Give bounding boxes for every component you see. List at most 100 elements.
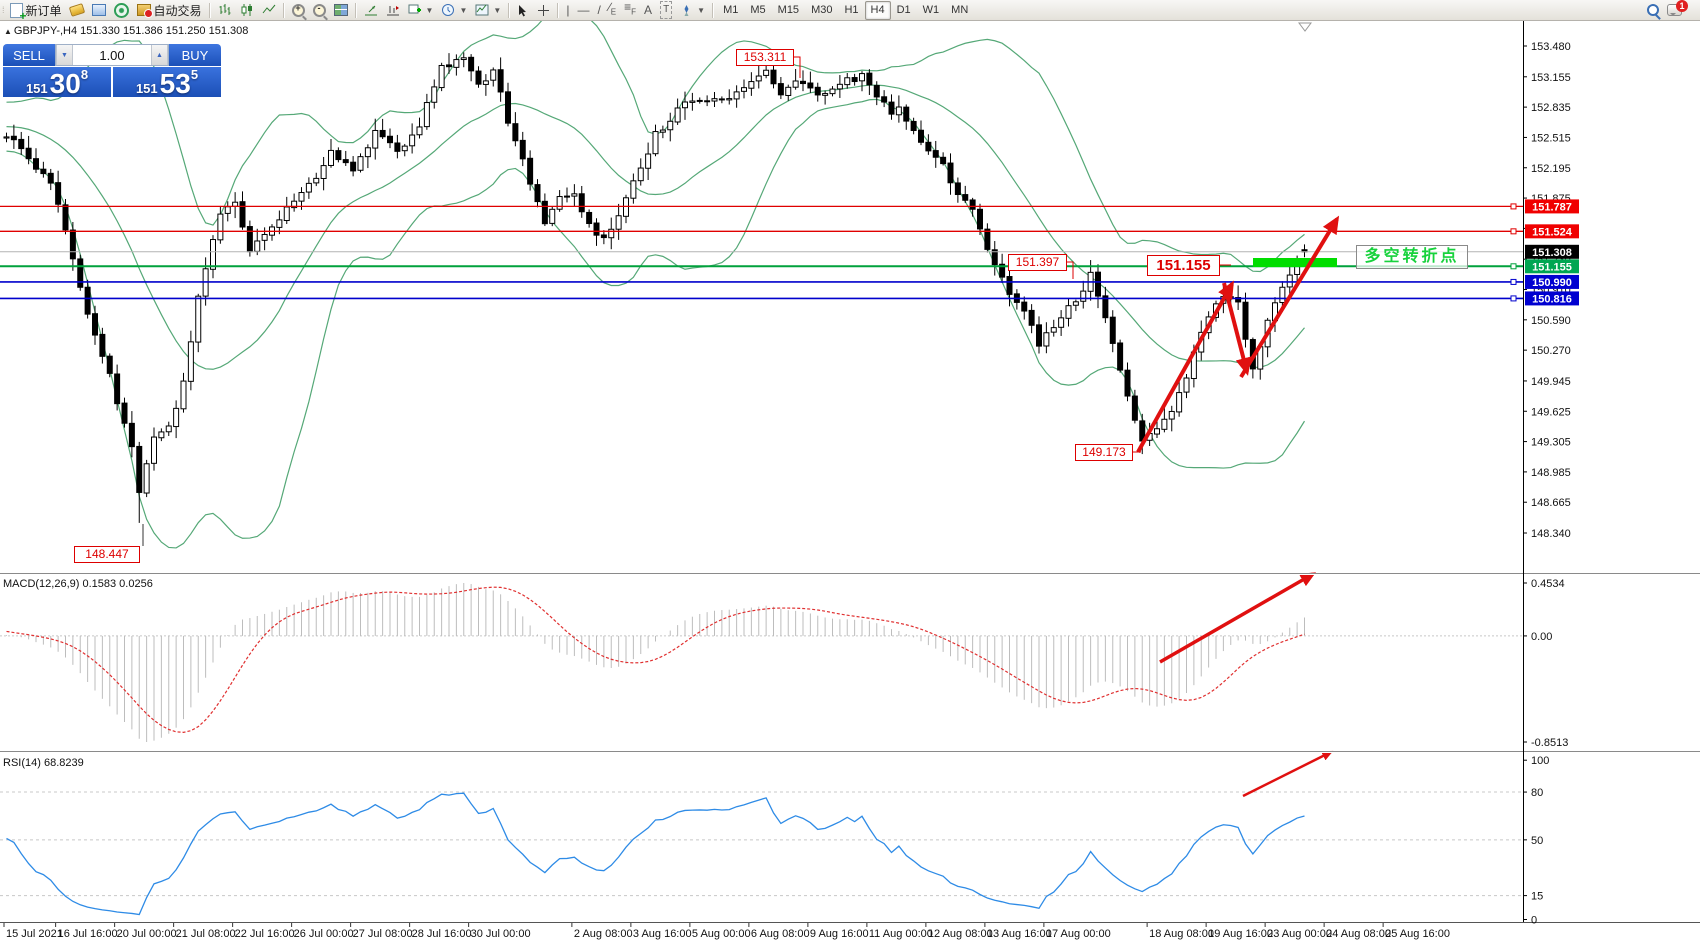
zoom-in-button[interactable]: + [288, 1, 309, 19]
separator [282, 2, 285, 18]
tf-w1[interactable]: W1 [922, 3, 940, 16]
hline-icon: — [577, 3, 590, 17]
channel-tool[interactable]: ∕E [605, 0, 620, 19]
svg-text:100: 100 [1531, 755, 1549, 767]
svg-text:152.835: 152.835 [1531, 102, 1571, 114]
vline-tool[interactable]: | [562, 1, 573, 19]
svg-text:30 Jul 00:00: 30 Jul 00:00 [471, 928, 531, 940]
chart-shift-button[interactable] [382, 1, 404, 19]
annotation-turning-point[interactable]: 多空转折点 [1356, 245, 1468, 269]
svg-text:6 Aug 08:00: 6 Aug 08:00 [751, 928, 810, 940]
market-watch-button[interactable] [88, 1, 110, 19]
new-chart-dropdown[interactable]: ▼ [404, 1, 438, 19]
new-order-label: 新订单 [25, 3, 62, 18]
svg-text:153.155: 153.155 [1531, 72, 1571, 84]
sell-button[interactable]: SELL [3, 44, 55, 66]
fibonacci-tool[interactable]: ≡F [620, 0, 640, 19]
candlestick-icon [241, 4, 252, 16]
tf-m1[interactable]: M1 [723, 3, 739, 16]
separator [712, 2, 715, 18]
svg-text:149.625: 149.625 [1531, 406, 1571, 418]
svg-text:13 Aug 16:00: 13 Aug 16:00 [987, 928, 1052, 940]
label-tool[interactable]: T [656, 1, 676, 19]
crosshair-tool[interactable] [533, 1, 554, 19]
template-dropdown[interactable]: ▼ [471, 1, 505, 19]
search-button[interactable] [1643, 1, 1663, 19]
cursor-icon [519, 4, 527, 16]
eraser-button[interactable] [66, 1, 88, 19]
svg-text:80: 80 [1531, 787, 1543, 799]
annotation-151397[interactable]: 151.397 [1008, 254, 1067, 271]
text-tool[interactable]: A [640, 1, 656, 19]
svg-text:152.515: 152.515 [1531, 132, 1571, 144]
svg-text:25 Aug 16:00: 25 Aug 16:00 [1385, 928, 1450, 940]
notifications-button[interactable]: 1 [1663, 0, 1688, 19]
tile-windows-icon [333, 4, 348, 16]
svg-text:-0.8513: -0.8513 [1531, 737, 1568, 749]
chat-bubble-icon: 1 [1667, 0, 1688, 16]
svg-text:9 Aug 16:00: 9 Aug 16:00 [810, 928, 869, 940]
clock-icon [442, 4, 455, 16]
tf-m30[interactable]: M30 [811, 3, 833, 16]
autotrade-button[interactable]: 自动交易 [133, 1, 206, 19]
shapes-dropdown[interactable]: ▼ [676, 1, 709, 19]
separator [557, 2, 560, 18]
new-chart-icon [408, 4, 421, 14]
svg-text:21 Jul 08:00: 21 Jul 08:00 [176, 928, 236, 940]
volume-up-button[interactable]: ▲ [151, 45, 168, 65]
dropdown-arrow-icon: ▼ [697, 5, 706, 15]
new-order-icon [9, 2, 27, 23]
svg-text:151.524: 151.524 [1532, 226, 1573, 238]
svg-text:2 Aug 08:00: 2 Aug 08:00 [574, 928, 633, 940]
buy-button[interactable]: BUY [169, 44, 221, 66]
buy-price[interactable]: 151 53 5 [113, 67, 221, 98]
volume-value[interactable]: 1.00 [99, 47, 125, 63]
tf-h1[interactable]: H1 [844, 3, 859, 16]
svg-text:18 Aug 08:00: 18 Aug 08:00 [1149, 928, 1214, 940]
svg-text:153.480: 153.480 [1531, 41, 1571, 53]
annotation-151155[interactable]: 151.155 [1147, 255, 1220, 276]
macd-label: MACD(12,26,9) 0.1583 0.0256 [3, 578, 153, 590]
tf-mn[interactable]: MN [951, 3, 969, 16]
line-chart-button[interactable] [258, 1, 280, 19]
svg-text:0.00: 0.00 [1531, 631, 1552, 643]
svg-text:149.305: 149.305 [1531, 437, 1571, 449]
text-icon: A [644, 3, 653, 17]
svg-text:12 Aug 08:00: 12 Aug 08:00 [928, 928, 993, 940]
dropdown-arrow-icon: ▼ [459, 5, 468, 15]
zoom-out-icon: - [312, 3, 326, 17]
svg-text:151.787: 151.787 [1532, 201, 1572, 213]
svg-text:149.945: 149.945 [1531, 376, 1571, 388]
crosshair-icon [538, 4, 550, 16]
annotation-153311[interactable]: 153.311 [736, 49, 794, 66]
tf-m5[interactable]: M5 [750, 3, 766, 16]
tf-h4[interactable]: H4 [864, 0, 891, 20]
annotation-149173[interactable]: 149.173 [1075, 444, 1133, 461]
hline-tool[interactable]: — [573, 1, 593, 19]
svg-text:50: 50 [1531, 835, 1543, 847]
tf-m15[interactable]: M15 [777, 3, 800, 16]
bar-chart-button[interactable] [214, 1, 236, 19]
symbol-ohlc-line: ▲ GBPJPY-,H4 151.330 151.386 151.250 151.… [4, 25, 249, 37]
period-dropdown[interactable]: ▼ [437, 1, 471, 19]
auto-scroll-button[interactable] [360, 1, 382, 19]
zoom-out-button[interactable]: - [309, 1, 330, 19]
volume-spinner: ▼ 1.00 ▲ [55, 44, 169, 66]
new-order-button[interactable]: 新订单 [6, 1, 66, 23]
svg-text:148.985: 148.985 [1531, 467, 1571, 479]
annotation-148447[interactable]: 148.447 [74, 546, 140, 563]
tf-d1[interactable]: D1 [896, 3, 911, 16]
window-icon [91, 4, 106, 16]
toolbar-grip[interactable]: ⁞ [2, 5, 4, 15]
sell-price[interactable]: 151 30 8 [3, 67, 111, 98]
trendline-tool[interactable]: / [593, 1, 604, 19]
candlestick-button[interactable] [236, 1, 258, 19]
chart-shift-icon [386, 6, 399, 16]
svg-text:150.816: 150.816 [1532, 293, 1572, 305]
signals-button[interactable] [110, 1, 133, 19]
cursor-tool[interactable] [513, 1, 533, 19]
volume-down-button[interactable]: ▼ [56, 45, 73, 65]
tile-windows-button[interactable] [330, 1, 352, 19]
svg-text:3 Aug 16:00: 3 Aug 16:00 [633, 928, 692, 940]
